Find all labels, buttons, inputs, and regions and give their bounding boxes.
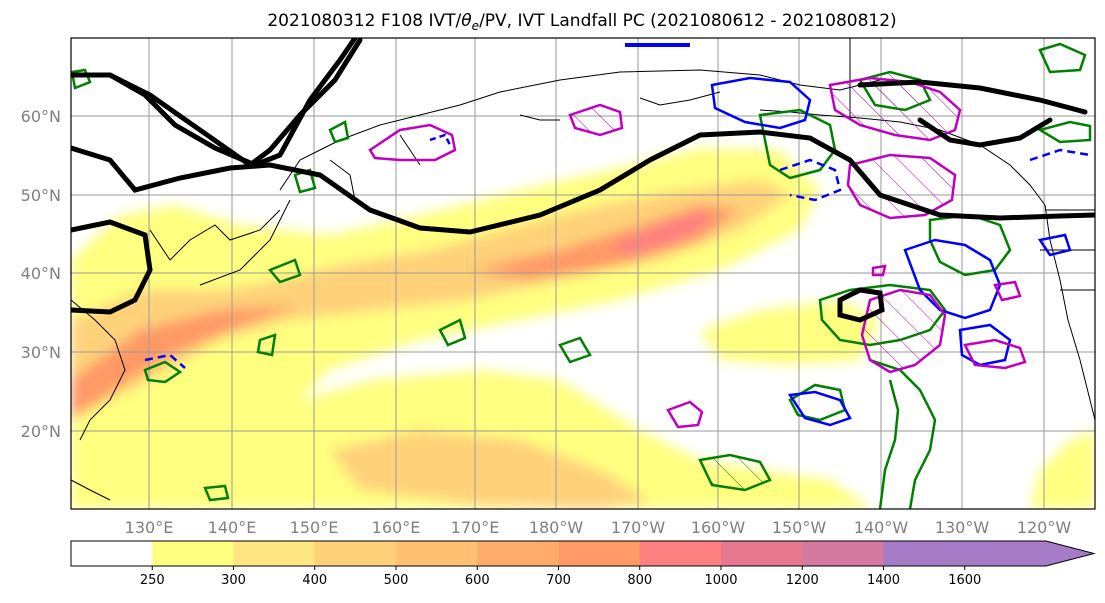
colorbar-tick-label: 600 (465, 573, 490, 588)
colorbar-outline (70, 540, 1096, 567)
lon-tick-120w: 120°W (1017, 518, 1072, 537)
ivt-band-1000-core (610, 210, 712, 255)
colorbar-segment (558, 541, 641, 566)
lon-tick-labels: 130°E 140°E 150°E 160°E 170°E 180°W 170°… (125, 518, 1072, 537)
colorbar-tick-label: 250 (140, 573, 165, 588)
ivt-band-250-east (700, 300, 880, 365)
colorbar-tick-label: 1600 (948, 573, 981, 588)
map-area (71, 38, 1095, 509)
lon-tick-140w: 140°W (854, 518, 909, 537)
lon-tick-160e: 160°E (372, 518, 421, 537)
ivt-band-400-south (330, 430, 650, 509)
lat-tick-50n: 50°N (21, 186, 61, 205)
colorbar-tick-label: 1400 (867, 573, 900, 588)
chart-title: 2021080312 F108 IVT/θe/PV, IVT Landfall … (267, 11, 896, 33)
colorbar-segment (802, 541, 885, 566)
colorbar-tick-label: 400 (302, 573, 327, 588)
colorbar-segment (964, 541, 1047, 566)
colorbar-segment (71, 541, 153, 566)
map-frame (70, 37, 1096, 510)
lat-tick-20n: 20°N (21, 422, 61, 441)
lon-tick-160w: 160°W (691, 518, 746, 537)
lon-tick-170w: 170°W (611, 518, 666, 537)
lat-tick-labels: 60°N 50°N 40°N 30°N 20°N (21, 107, 61, 441)
lat-tick-40n: 40°N (21, 264, 61, 283)
colorbar-segment (477, 541, 560, 566)
colorbar-segment (721, 541, 803, 566)
lat-tick-60n: 60°N (21, 107, 61, 126)
colorbar-segment (314, 541, 397, 566)
colorbar-segment (639, 541, 722, 566)
ivt-band-250-se (1030, 430, 1095, 509)
lon-tick-180w: 180°W (529, 518, 584, 537)
colorbar-tick-label: 700 (546, 573, 571, 588)
colorbar-tick-label: 500 (384, 573, 409, 588)
colorbar-segment (396, 541, 478, 566)
landfall-pc-contours (368, 76, 1027, 429)
colorbar-segment (152, 541, 235, 566)
colorbar-tick-label: 1200 (786, 573, 819, 588)
colorbar-tick-label: 1000 (704, 573, 737, 588)
colorbar: 250 300 400 500 600 700 800 1000 1200 1400 1600 (70, 540, 1096, 588)
colorbar-tick-label: 800 (627, 573, 652, 588)
colorbar-segment (883, 541, 966, 566)
lon-tick-140e: 140°E (208, 518, 257, 537)
lon-tick-130e: 130°E (125, 518, 174, 537)
colorbar-tick-label: 300 (221, 573, 246, 588)
theta-e-contours (71, 38, 1095, 323)
colorbar-extend-arrow (1046, 541, 1094, 566)
lon-tick-130w: 130°W (935, 518, 990, 537)
lat-tick-30n: 30°N (21, 343, 61, 362)
lon-tick-150e: 150°E (290, 518, 339, 537)
colorbar-segment (233, 541, 316, 566)
ivt-band-700 (71, 305, 300, 420)
lon-tick-150w: 150°W (772, 518, 827, 537)
lon-tick-170e: 170°E (451, 518, 500, 537)
